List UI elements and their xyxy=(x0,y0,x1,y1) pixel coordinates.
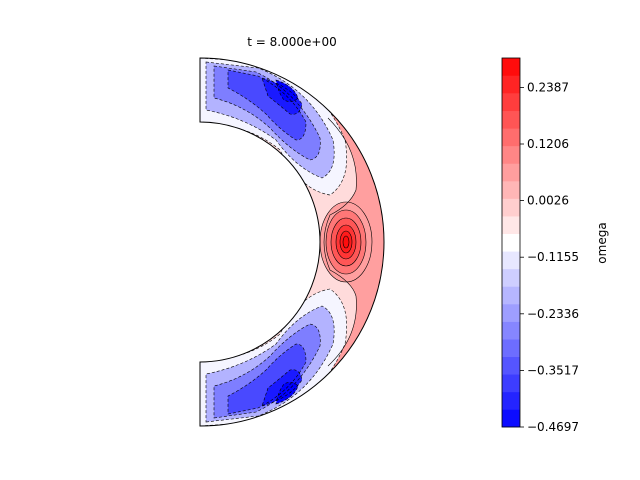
south-contour xyxy=(205,305,335,423)
north-negative-level xyxy=(228,70,306,140)
colorbar-band xyxy=(502,163,520,182)
annulus-outline xyxy=(199,57,385,427)
colorbar-band xyxy=(502,409,520,428)
colorbar-band xyxy=(502,198,520,217)
south-negative-level xyxy=(228,344,306,414)
north-contour xyxy=(261,77,303,115)
zero-contour xyxy=(323,117,357,367)
omega-field xyxy=(200,58,384,426)
south-contour xyxy=(261,369,303,407)
colorbar-band xyxy=(502,339,520,358)
colorbar-bands xyxy=(502,58,520,428)
colorbar-band xyxy=(502,268,520,287)
colorbar-tick-label: −0.2336 xyxy=(527,307,579,321)
colorbar-band xyxy=(502,128,520,147)
colorbar-band xyxy=(502,321,520,340)
colorbar-tick-label: 0.0026 xyxy=(527,194,569,208)
south-contour xyxy=(213,323,321,419)
colorbar-band xyxy=(502,110,520,129)
south-contour xyxy=(275,382,299,405)
north-contour xyxy=(275,79,299,102)
colorbar-ticks: 0.2387 0.1206 0.0026 −0.1155 −0.2336 −0.3517 −… xyxy=(520,80,579,434)
north-contour xyxy=(205,61,335,179)
colorbar-band xyxy=(502,391,520,410)
colorbar-tick-label: −0.3517 xyxy=(527,363,579,377)
colorbar-band xyxy=(502,181,520,199)
equatorial-contour xyxy=(325,209,367,275)
colorbar-band xyxy=(502,58,520,76)
colorbar-tick-label: 0.2387 xyxy=(527,80,569,94)
colorbar: 0.2387 0.1206 0.0026 −0.1155 −0.2336 −0.3517 −… xyxy=(501,57,609,434)
colorbar-band xyxy=(502,374,520,393)
south-negative-level xyxy=(276,382,298,404)
plot-title: t = 8.000e+00 xyxy=(247,35,336,49)
colorbar-tick-label: 0.1206 xyxy=(527,137,569,151)
equatorial-contour xyxy=(335,224,357,260)
colorbar-band xyxy=(502,304,520,322)
colorbar-band xyxy=(502,93,520,112)
colorbar-band xyxy=(502,233,520,252)
colorbar-tick-label: −0.4697 xyxy=(527,420,579,434)
equatorial-core-level xyxy=(343,236,349,248)
colorbar-label: omega xyxy=(595,222,609,263)
colorbar-band xyxy=(502,145,520,164)
colorbar-band xyxy=(502,286,520,305)
colorbar-tick-label: −0.1155 xyxy=(527,250,579,264)
north-contour xyxy=(213,65,321,161)
equatorial-contour xyxy=(339,230,353,254)
north-negative-level xyxy=(276,80,298,102)
equatorial-contour xyxy=(342,235,350,249)
south-contour xyxy=(227,343,307,415)
north-contour xyxy=(227,69,307,141)
colorbar-band xyxy=(502,216,520,235)
colorbar-band xyxy=(502,251,520,270)
equatorial-contour xyxy=(330,217,362,267)
colorbar-band xyxy=(502,75,520,94)
colorbar-frame xyxy=(501,57,521,428)
colorbar-band xyxy=(502,356,520,375)
